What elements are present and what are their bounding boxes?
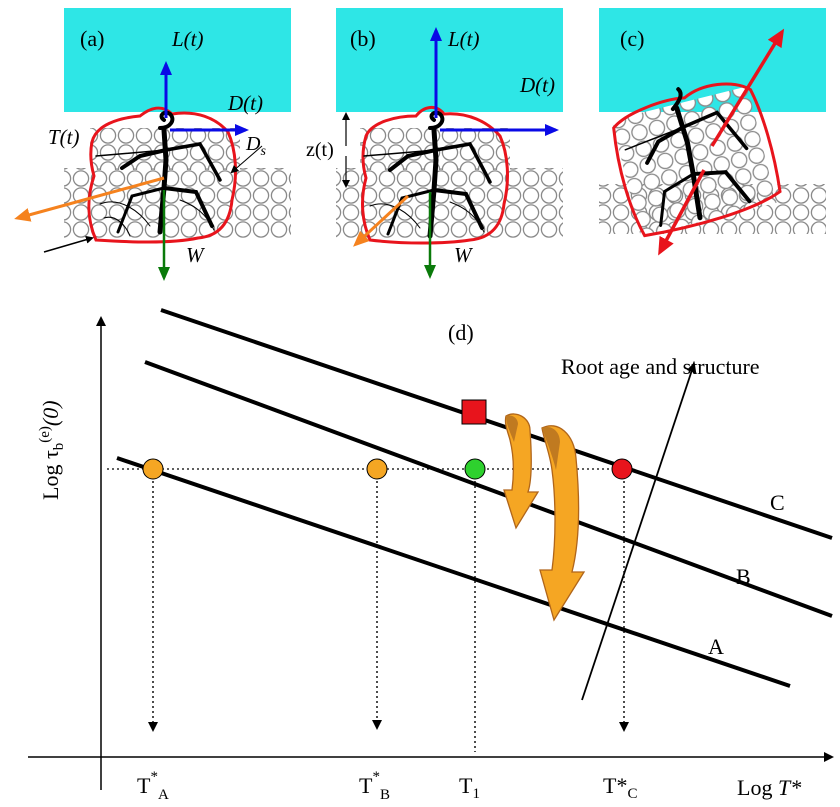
y-axis-label: Log τb(e)(0)	[37, 400, 67, 500]
panel-c-tag: (c)	[620, 26, 644, 51]
sediment-bed-b	[336, 128, 563, 238]
line-c-label: C	[770, 490, 785, 515]
line-a-label: A	[708, 634, 724, 659]
tick-label-tb: T*B	[359, 769, 390, 803]
curved-arrow-large	[540, 426, 584, 620]
line-c	[161, 310, 832, 538]
line-b	[145, 362, 832, 616]
panel-b-tag: (b)	[350, 26, 376, 51]
tick-label-tc: T*C	[603, 773, 637, 802]
line-b-label: B	[736, 564, 751, 589]
panel-d-graph: (d) Root age and structure C B A Log τb(…	[28, 310, 832, 803]
tick-label-ta: T*A	[137, 769, 169, 803]
curved-arrow-small	[504, 414, 538, 528]
panel-a: (a) L(t) D(t) T(t) Ds W	[18, 8, 291, 278]
root-age-label: Root age and structure	[561, 354, 760, 379]
torque-label-a: T(t)	[48, 125, 80, 149]
marker-t1	[465, 459, 485, 479]
lift-label-b: L(t)	[447, 27, 480, 51]
tick-label-t1: T1	[459, 773, 480, 802]
marker-tb	[367, 459, 387, 479]
drag-label-a: D(t)	[227, 91, 263, 115]
panel-c: (c)	[599, 8, 826, 252]
marker-ta	[143, 459, 163, 479]
panel-a-tag: (a)	[80, 26, 104, 51]
ds-label-a: Ds	[245, 133, 266, 159]
panel-d-tag: (d)	[448, 320, 474, 345]
x-axis-label: Log T*	[737, 775, 801, 800]
panel-b: (b) L(t) D(t) z(t) W	[306, 8, 563, 276]
edge-pointer-a	[44, 238, 92, 252]
lift-label-a: L(t)	[171, 27, 204, 51]
marker-square	[462, 400, 486, 424]
depth-label-b: z(t)	[306, 139, 334, 161]
drag-label-b: D(t)	[519, 73, 555, 97]
line-a	[117, 458, 790, 686]
weight-label-b: W	[454, 243, 474, 267]
marker-tc	[612, 459, 632, 479]
weight-label-a: W	[186, 243, 206, 267]
